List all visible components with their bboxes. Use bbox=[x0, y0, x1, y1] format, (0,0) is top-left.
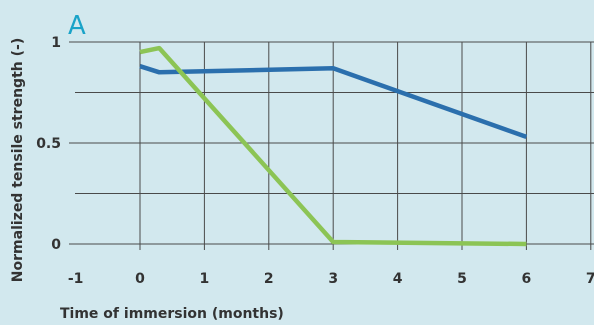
series-line-2 bbox=[139, 45, 527, 247]
y-tick-label: 0 bbox=[51, 237, 61, 253]
x-tick-label: 6 bbox=[522, 271, 532, 287]
x-tick-label: 1 bbox=[200, 271, 210, 287]
x-tick-label: -1 bbox=[68, 271, 84, 287]
x-tick-label: 7 bbox=[586, 271, 594, 287]
x-tick-label: 2 bbox=[264, 271, 274, 287]
x-axis-title: Time of immersion (months) bbox=[60, 306, 284, 322]
x-tick-label: 5 bbox=[457, 271, 467, 287]
series-line-1 bbox=[139, 64, 528, 140]
x-tick-label: 3 bbox=[328, 271, 338, 287]
panel-label: A bbox=[68, 11, 86, 41]
x-tick-label: 0 bbox=[135, 271, 145, 287]
y-tick-label: 1 bbox=[51, 35, 61, 51]
y-axis-title: Normalized tensile strength (-) bbox=[10, 38, 26, 282]
x-tick-label: 4 bbox=[393, 271, 403, 287]
y-tick-label: 0.5 bbox=[36, 136, 61, 152]
